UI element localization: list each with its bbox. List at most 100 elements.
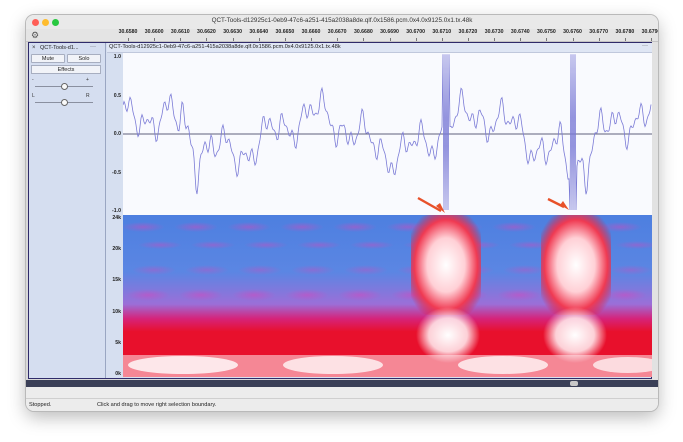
- waveform-svg: [122, 53, 652, 215]
- timeline-tick-label: 30.6710: [432, 29, 452, 35]
- track-name-short[interactable]: QCT-Tools-d1...: [40, 45, 79, 51]
- close-window-button[interactable]: [32, 19, 39, 26]
- pan-right-label: R: [86, 93, 90, 99]
- spectrogram-haze-streak: [291, 265, 335, 275]
- timeline-ruler[interactable]: 30.6580 30.6600 30.6610 30.6620 30.6630 30.66…: [106, 29, 658, 41]
- mute-button[interactable]: Mute: [31, 54, 65, 63]
- empty-track-space[interactable]: [26, 387, 658, 398]
- timeline-tick-label: 30.6760: [563, 29, 582, 35]
- close-icon[interactable]: ×: [32, 45, 36, 51]
- timeline-tick-label: 30.6790: [641, 29, 658, 35]
- horizontal-scrollbar[interactable]: [26, 380, 658, 387]
- burst-upper-1: [411, 215, 481, 315]
- annotation-arrowhead-2: [560, 201, 569, 210]
- spectrogram-haze-streak: [185, 265, 229, 275]
- effects-button[interactable]: Effects: [31, 65, 101, 74]
- track-menu-icon[interactable]: ···: [90, 44, 96, 50]
- spectrogram-view[interactable]: [123, 215, 652, 377]
- title-bar: QCT-Tools-d12925c1-0eb9-47c6-a251-415a20…: [26, 15, 658, 29]
- timeline-tick-mark: [520, 38, 522, 41]
- timeline-tick-mark: [494, 38, 496, 41]
- spectrogram-haze-streak: [615, 241, 652, 249]
- timeline-tick-label: 30.6620: [197, 29, 216, 35]
- timeline-tick-mark: [337, 38, 339, 41]
- timeline-tick-mark: [284, 38, 286, 41]
- track-name-bar[interactable]: QCT-Tools-d12925c1-0eb9-47c6-a251-415a20…: [107, 43, 652, 53]
- spectrogram-haze-streak: [503, 265, 547, 275]
- spectrogram-haze-streak: [244, 241, 288, 249]
- spectrogram-haze-streak: [344, 265, 388, 275]
- waveform-vertical-ruler[interactable]: 1.0 0.5 0.0 -0.5 -1.0: [107, 53, 123, 215]
- timeline-tick-mark: [180, 38, 182, 41]
- gear-icon[interactable]: ⚙: [30, 30, 40, 40]
- spectrogram-haze-streak: [174, 222, 218, 232]
- waveform-scale-label: -1.0: [112, 208, 121, 214]
- timeline-tick-label: 30.6690: [380, 29, 399, 35]
- gain-max-label: +: [86, 77, 89, 83]
- timeline-tick-label: 30.6720: [458, 29, 478, 35]
- minimize-window-button[interactable]: [42, 19, 49, 26]
- timeline-ruler-row: ⚙ 30.6580 30.6600 30.6610 30.6620 30.6630 30.…: [26, 29, 658, 42]
- timeline-tick-mark: [128, 38, 129, 41]
- waveform-scale-label: -0.5: [112, 169, 121, 176]
- gain-slider-knob[interactable]: [61, 83, 68, 90]
- spectrogram-haze-streak: [126, 289, 170, 301]
- vertical-scrollbar[interactable]: [652, 42, 658, 380]
- timeline-tick-mark: [624, 38, 626, 41]
- spectrogram-scale-label: 20k: [112, 246, 121, 253]
- spectrogram-scale-label: 15k: [112, 277, 121, 284]
- timeline-tick-label: 30.6670: [327, 29, 347, 35]
- timeline-tick-mark: [206, 38, 208, 41]
- timeline-tick-mark: [154, 38, 156, 41]
- gain-slider[interactable]: [35, 83, 93, 90]
- spectrogram-svg: [123, 215, 652, 377]
- low-blob-4: [593, 357, 652, 373]
- spectrogram-haze-streak: [132, 265, 176, 275]
- spectrogram-haze-streak: [338, 289, 382, 301]
- window-title: QCT-Tools-d12925c1-0eb9-47c6-a251-415a20…: [211, 17, 473, 24]
- pan-slider[interactable]: [35, 99, 93, 106]
- timeline-tick-label: 30.6580: [118, 29, 138, 35]
- burst-lower-1: [416, 307, 480, 363]
- timeline-tick-mark: [389, 38, 391, 41]
- timeline-tick-label: 30.6730: [484, 29, 504, 35]
- burst-upper-2: [541, 215, 611, 315]
- spectrogram-haze-streak: [609, 265, 652, 275]
- annotation-arrow-1: [417, 196, 442, 213]
- spectrogram-haze-streak: [497, 289, 541, 301]
- track-options-icon[interactable]: ···: [642, 43, 648, 49]
- timeline-tick-label: 30.6780: [615, 29, 635, 35]
- waveform-scale-label: 1.0: [113, 54, 121, 60]
- spectrogram-haze-streak: [603, 289, 647, 301]
- waveform-line: [122, 54, 652, 211]
- spectrogram-vertical-ruler[interactable]: 24k 20k 15k 10k 5k 0k: [107, 215, 123, 377]
- zoom-window-button[interactable]: [52, 19, 59, 26]
- spectrogram-haze-streak: [227, 222, 271, 232]
- timeline-tick-mark: [651, 38, 652, 41]
- timeline-tick-mark: [363, 38, 365, 41]
- spectrogram-haze-streak: [297, 241, 341, 249]
- timeline-tick-label: 30.6740: [510, 29, 530, 35]
- timeline-tick-label: 30.6600: [144, 29, 164, 35]
- gain-min-label: -: [32, 77, 34, 83]
- track-full-name: QCT-Tools-d12925c1-0eb9-47c6-a251-415a20…: [109, 44, 341, 50]
- track-area: × QCT-Tools-d1... ··· Mute Solo Effects …: [26, 42, 658, 380]
- solo-button[interactable]: Solo: [67, 54, 101, 63]
- timeline-tick-mark: [311, 38, 313, 41]
- spectrogram-haze-streak: [179, 289, 223, 301]
- horizontal-scrollbar-thumb[interactable]: [570, 381, 578, 386]
- spectrogram-scale-label: 24k: [112, 215, 121, 221]
- timeline-tick-label: 30.6610: [170, 29, 190, 35]
- annotation-arrowhead-1: [436, 203, 445, 213]
- timeline-tick-mark: [467, 38, 469, 41]
- burst-lower-2: [543, 307, 607, 363]
- timeline-tick-mark: [415, 38, 417, 41]
- timeline-tick-mark: [258, 38, 260, 41]
- pan-slider-knob[interactable]: [61, 99, 68, 106]
- status-message: Click and drag to move right selection b…: [97, 402, 217, 408]
- timeline-tick-label: 30.6650: [275, 29, 295, 35]
- timeline-tick-mark: [441, 38, 443, 41]
- timeline-tick-mark: [546, 38, 548, 41]
- timeline-tick-label: 30.6640: [249, 29, 269, 35]
- waveform-view[interactable]: [122, 53, 652, 215]
